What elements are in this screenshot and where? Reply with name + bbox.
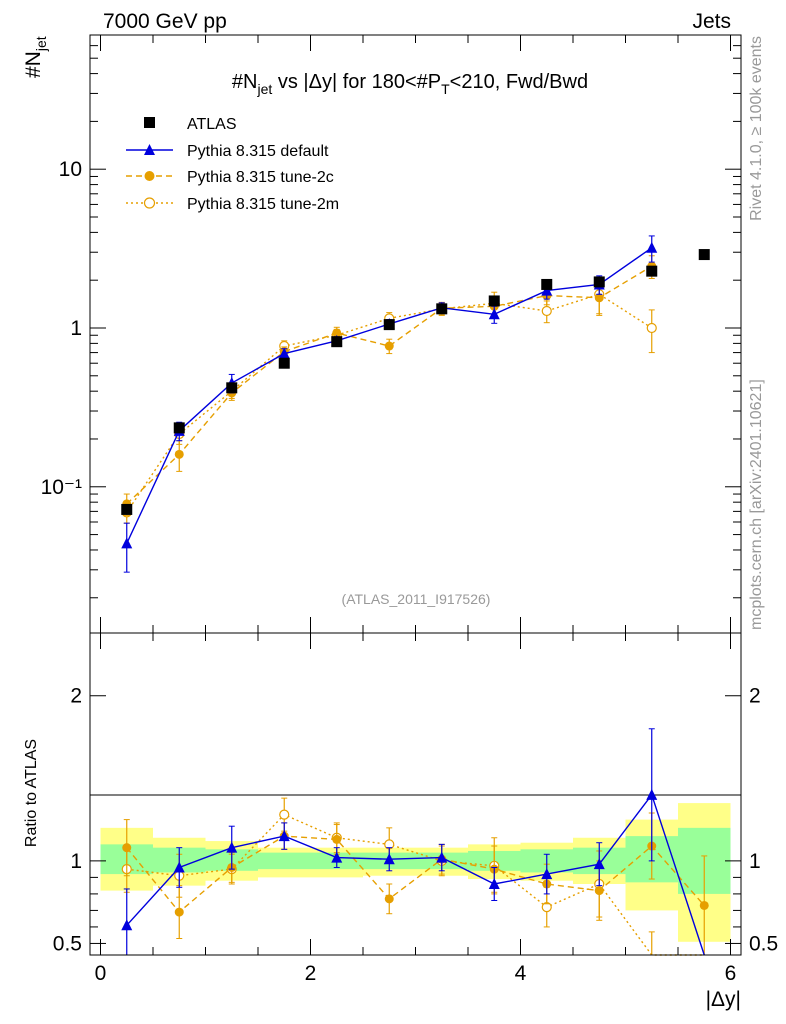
legend-label-tune2m: Pythia 8.315 tune-2m [187, 196, 339, 213]
data-point [226, 382, 238, 394]
series-tune2c [122, 255, 657, 516]
ratio-bands [100, 803, 731, 942]
legend-marker-default [144, 144, 155, 155]
ratio-series-line [126, 813, 705, 956]
data-point [278, 347, 290, 359]
data-point [698, 249, 710, 261]
data-point [383, 853, 395, 865]
ratio-series-default [121, 728, 705, 956]
header-left: 7000 GeV pp [103, 10, 227, 33]
main-ticks: 10⁻¹ 1 10 [41, 34, 741, 633]
data-point [332, 328, 342, 338]
data-point [331, 851, 343, 863]
data-point [383, 319, 395, 331]
data-point [121, 537, 133, 549]
ratio-y-tick-label-right: 0.5 [749, 932, 778, 955]
data-point [226, 841, 238, 853]
data-point [541, 868, 553, 880]
ratio-y-tick-label: 0.5 [53, 932, 82, 955]
data-point [646, 265, 658, 277]
x-axis-label: |Δy| [706, 988, 741, 1011]
main-series [121, 235, 710, 573]
series-line [126, 247, 653, 544]
data-point [122, 843, 132, 853]
main-ylabel: #Njet [22, 36, 49, 78]
data-point [541, 284, 553, 296]
legend-label-tune2c: Pythia 8.315 tune-2c [187, 169, 334, 186]
data-point [331, 336, 343, 348]
data-point [384, 894, 394, 904]
ratio-ylabel: Ratio to ATLAS [23, 739, 40, 847]
ratio-panel: 0.5 0.5 1 1 2 2 0 2 4 6 Ratio to ATLAS |Δy| [23, 632, 778, 1011]
ratio-y-tick-label-right: 2 [749, 685, 761, 708]
x-tick-label: 4 [515, 962, 527, 985]
data-point [488, 295, 500, 307]
side-rivet: Rivet 4.1.0, ≥ 100k events [748, 36, 765, 221]
data-point [121, 503, 133, 515]
main-title: #Njet vs |Δy| for 180<#PT<210, Fwd/Bwd [232, 71, 588, 97]
ratio-series [121, 728, 709, 956]
x-tick-label: 2 [305, 962, 317, 985]
data-point [332, 834, 342, 844]
data-point [278, 357, 290, 369]
data-point [488, 308, 500, 320]
title-mid: vs |Δy| for 180<#P [272, 71, 441, 93]
side-mcplots: mcplots.cern.ch [arXiv:2401.10621] [748, 379, 765, 630]
legend-label-atlas: ATLAS [187, 116, 237, 133]
header-right: Jets [692, 10, 731, 33]
data-point [699, 900, 709, 910]
data-point [174, 449, 184, 459]
y-tick-label: 1 [70, 317, 82, 340]
band-inner [258, 852, 311, 870]
data-point [121, 919, 133, 931]
data-point [594, 886, 604, 896]
data-point [384, 341, 394, 351]
watermark: (ATLAS_2011_I917526) [342, 591, 491, 607]
main-ylabel-main: #N [22, 51, 45, 78]
title-sub: jet [256, 81, 272, 97]
data-point [173, 422, 185, 434]
y-tick-label: 10⁻¹ [41, 476, 82, 499]
data-point [593, 276, 605, 288]
main-ylabel-sub: jet [33, 36, 49, 52]
data-point [436, 303, 448, 315]
legend-marker-tune2m [143, 197, 156, 209]
series-tune2m [121, 278, 657, 524]
data-point [436, 851, 448, 863]
data-point [594, 293, 604, 303]
legend-marker-tune2c [144, 171, 155, 181]
title-prefix: #N [232, 71, 258, 93]
legend-label-default: Pythia 8.315 default [187, 143, 329, 160]
data-point [646, 322, 657, 334]
legend: ATLAS Pythia 8.315 default Pythia 8.315 … [126, 116, 339, 213]
ratio-series-line [126, 835, 705, 914]
data-point [541, 305, 552, 317]
title-sub2: T [441, 81, 450, 97]
series-default [121, 235, 658, 573]
data-point [593, 858, 605, 870]
series-line [126, 265, 653, 505]
data-point [173, 861, 185, 873]
data-point [174, 907, 184, 917]
data-point [488, 877, 500, 889]
ratio-y-tick-label: 2 [70, 685, 82, 708]
title-suffix: <210, Fwd/Bwd [450, 71, 588, 93]
ratio-ticks: 0.5 0.5 1 1 2 2 0 2 4 6 [53, 633, 778, 985]
data-point [279, 809, 290, 820]
data-point [646, 788, 658, 800]
legend-marker-atlas [144, 117, 155, 128]
x-tick-label: 6 [725, 962, 737, 985]
y-tick-label: 10 [59, 158, 82, 181]
data-point [278, 830, 290, 842]
series-data [121, 249, 710, 515]
ratio-series-line [126, 793, 705, 956]
data-point [541, 278, 553, 290]
ratio-y-tick-label-right: 1 [749, 850, 761, 873]
ratio-y-tick-label: 1 [70, 850, 82, 873]
data-point [646, 241, 658, 253]
x-tick-label: 0 [95, 962, 107, 985]
